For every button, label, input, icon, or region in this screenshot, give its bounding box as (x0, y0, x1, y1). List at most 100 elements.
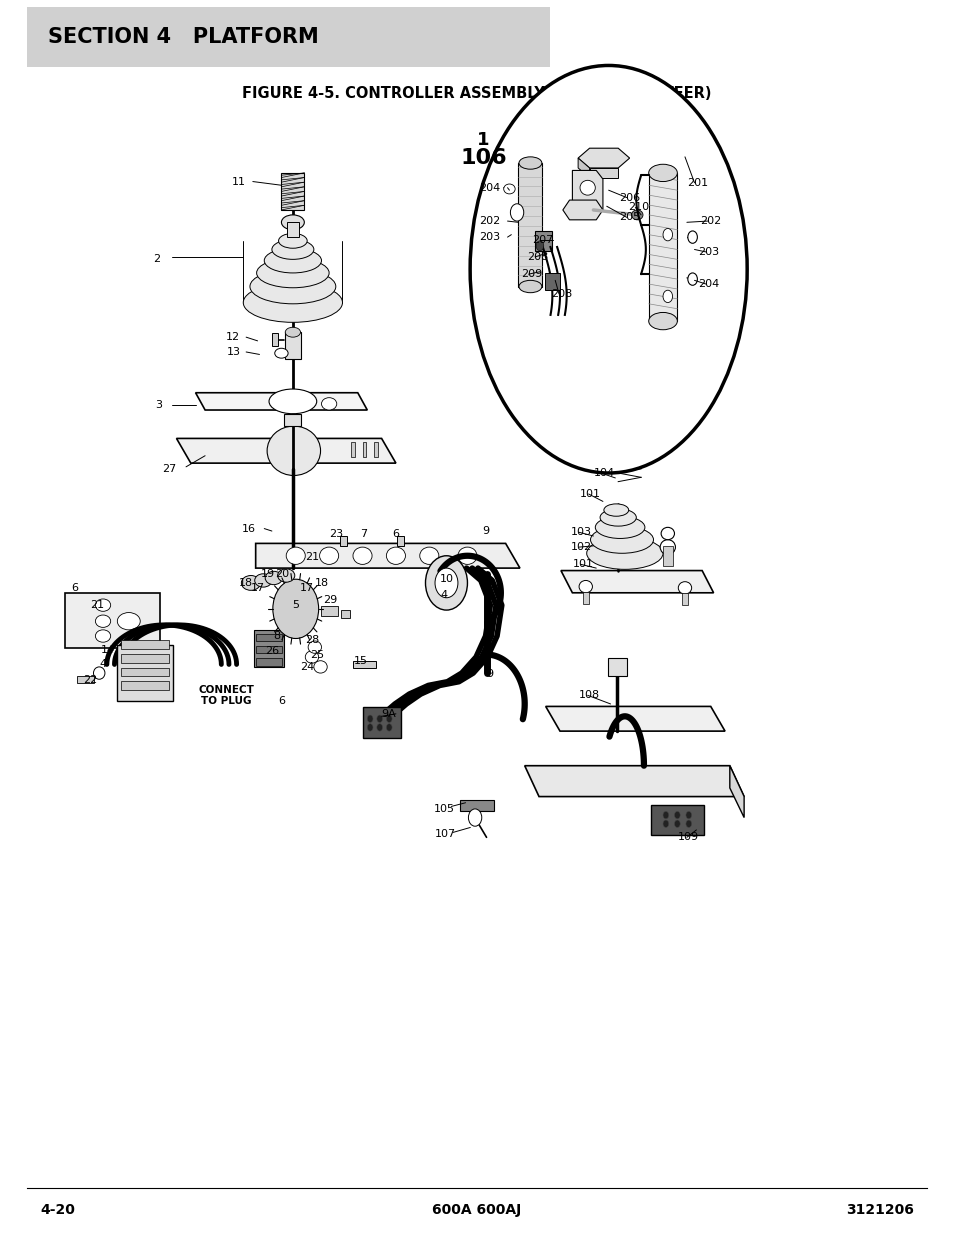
Bar (582, 592, 588, 604)
Ellipse shape (272, 240, 314, 259)
Text: 9A: 9A (380, 709, 395, 719)
Text: 4: 4 (99, 659, 107, 669)
Polygon shape (176, 438, 395, 463)
Polygon shape (517, 163, 541, 287)
Ellipse shape (95, 599, 111, 611)
Ellipse shape (468, 809, 481, 826)
Ellipse shape (579, 180, 595, 195)
Text: 21: 21 (91, 600, 104, 610)
Bar (117, 645, 172, 701)
Text: 4: 4 (439, 590, 447, 600)
Bar (77, 676, 94, 683)
Text: FIGURE 4-5. CONTROLLER ASSEMBLY (DRIVE AND STEER): FIGURE 4-5. CONTROLLER ASSEMBLY (DRIVE A… (242, 86, 711, 101)
Bar (255, 658, 282, 666)
Text: 10: 10 (439, 574, 453, 584)
Text: 1: 1 (476, 131, 489, 148)
Ellipse shape (386, 724, 392, 731)
Text: 101: 101 (572, 559, 593, 569)
Text: 15: 15 (354, 656, 367, 666)
Bar (459, 800, 494, 811)
Text: 202: 202 (700, 216, 720, 226)
Text: 13: 13 (226, 347, 240, 357)
Ellipse shape (319, 547, 338, 564)
Text: 25: 25 (311, 650, 324, 659)
Ellipse shape (254, 574, 272, 587)
Bar (285, 332, 300, 359)
Bar (362, 442, 366, 457)
Text: 210: 210 (627, 203, 648, 212)
Text: 19: 19 (261, 569, 274, 579)
Ellipse shape (305, 651, 318, 663)
Ellipse shape (685, 811, 691, 819)
Text: 29: 29 (323, 595, 336, 605)
Bar (662, 546, 672, 566)
Ellipse shape (93, 667, 105, 679)
Text: 104: 104 (593, 468, 614, 478)
Text: 206: 206 (618, 193, 639, 203)
Bar (121, 667, 169, 677)
Ellipse shape (386, 547, 405, 564)
Ellipse shape (367, 715, 373, 722)
Bar (253, 630, 284, 667)
Bar (362, 706, 400, 739)
Ellipse shape (117, 613, 140, 630)
Text: 3: 3 (155, 400, 162, 410)
Ellipse shape (503, 184, 515, 194)
Ellipse shape (376, 724, 382, 731)
Text: 18: 18 (314, 578, 328, 588)
Polygon shape (255, 543, 519, 568)
Ellipse shape (586, 537, 662, 569)
Text: 105: 105 (434, 804, 455, 814)
Text: 208: 208 (551, 289, 572, 299)
Ellipse shape (353, 547, 372, 564)
Ellipse shape (662, 228, 672, 241)
Ellipse shape (269, 389, 316, 414)
Ellipse shape (256, 258, 329, 288)
Polygon shape (572, 170, 602, 210)
Ellipse shape (662, 820, 668, 827)
Text: 17: 17 (251, 583, 264, 593)
Text: 6: 6 (71, 583, 78, 593)
Text: 101: 101 (579, 489, 600, 499)
Ellipse shape (250, 269, 335, 304)
Ellipse shape (286, 547, 305, 564)
Ellipse shape (308, 641, 321, 653)
Text: 4-20: 4-20 (40, 1203, 75, 1218)
Bar (650, 805, 702, 835)
Text: 600A 600AJ: 600A 600AJ (432, 1203, 521, 1218)
Ellipse shape (510, 204, 523, 221)
Polygon shape (195, 393, 367, 410)
Ellipse shape (376, 715, 382, 722)
Bar (374, 442, 377, 457)
Ellipse shape (660, 527, 674, 540)
Bar (121, 682, 169, 689)
Text: SECTION 4   PLATFORM: SECTION 4 PLATFORM (48, 27, 318, 47)
Ellipse shape (674, 820, 679, 827)
Text: 207: 207 (532, 235, 553, 245)
Ellipse shape (578, 580, 592, 593)
Bar (272, 333, 277, 346)
Polygon shape (589, 168, 618, 178)
Polygon shape (648, 173, 677, 321)
Bar (340, 610, 350, 618)
Text: 23: 23 (329, 529, 342, 538)
Text: 201: 201 (686, 178, 707, 188)
Bar (352, 661, 375, 668)
Text: 109: 109 (677, 832, 698, 842)
Text: 27: 27 (162, 464, 176, 474)
Text: 106: 106 (460, 148, 507, 168)
Polygon shape (562, 200, 602, 220)
Text: 3121206: 3121206 (845, 1203, 913, 1218)
Ellipse shape (95, 630, 111, 642)
Text: 204: 204 (698, 279, 719, 289)
Text: 203: 203 (478, 232, 499, 242)
Text: 9: 9 (481, 526, 489, 536)
Text: 2: 2 (153, 254, 160, 264)
Text: 28: 28 (305, 635, 318, 645)
Circle shape (273, 579, 318, 638)
Bar (544, 273, 558, 290)
Ellipse shape (314, 661, 327, 673)
Ellipse shape (536, 241, 543, 251)
Text: 108: 108 (578, 690, 599, 700)
Ellipse shape (659, 540, 675, 555)
